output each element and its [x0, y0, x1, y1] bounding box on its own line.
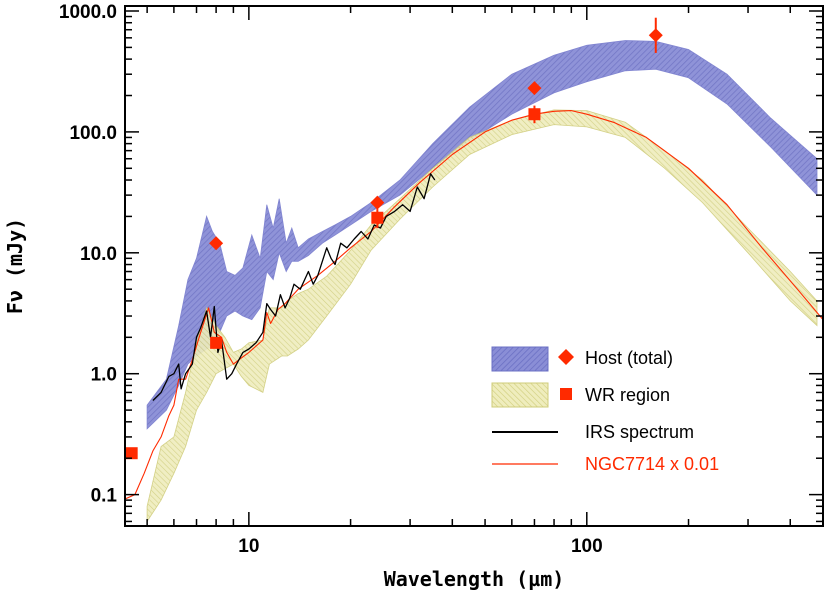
- legend-wr-square-icon: [560, 388, 572, 400]
- x-axis-title: Wavelength (µm): [384, 567, 565, 591]
- wr-point-marker: [125, 447, 138, 460]
- x-tick-label-10: 10: [238, 536, 259, 557]
- wr-point-marker: [528, 108, 541, 121]
- plot-frame: [124, 5, 824, 527]
- lines-layer: [125, 110, 823, 500]
- wr-region-band: [146, 109, 818, 523]
- ticks-layer: [125, 6, 824, 526]
- y-axis-title: Fν (mJy): [3, 218, 27, 314]
- x-tick-labels: 10 100: [238, 536, 602, 557]
- bands-layer: [146, 40, 818, 523]
- legend-host-label: Host (total): [585, 348, 673, 368]
- legend: Host (total) WR region IRS spectrum NGC7…: [491, 346, 719, 474]
- y-tick-label-1000: 1000.0: [59, 2, 117, 23]
- legend-host-diamond-icon: [558, 349, 574, 365]
- legend-irs-label: IRS spectrum: [585, 422, 694, 442]
- host-point-marker: [648, 28, 663, 43]
- wr-point-marker: [210, 336, 223, 349]
- host-point-marker: [527, 81, 542, 96]
- y-tick-label-100: 100.0: [69, 123, 117, 144]
- legend-ngc-label: NGC7714 x 0.01: [585, 454, 719, 474]
- wr-point-marker: [371, 211, 384, 224]
- points-layer: [125, 17, 663, 460]
- y-tick-label-0.1: 0.1: [91, 486, 118, 507]
- legend-wr-label: WR region: [585, 385, 670, 405]
- host-point-marker: [370, 195, 385, 210]
- legend-wr-swatch: [491, 382, 549, 408]
- y-tick-labels: 0.1 1.0 10.0 100.0 1000.0: [59, 2, 118, 507]
- host-point-marker: [209, 236, 224, 251]
- irs-spectrum-line: [152, 173, 436, 401]
- legend-host-swatch: [491, 346, 549, 372]
- x-tick-label-100: 100: [571, 536, 603, 557]
- y-tick-label-10: 10.0: [80, 244, 117, 265]
- y-tick-label-1: 1.0: [91, 365, 117, 386]
